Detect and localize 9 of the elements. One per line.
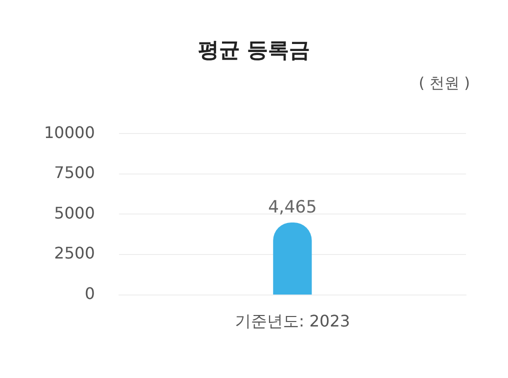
- data-label: 4,465: [268, 198, 317, 218]
- y-tick-label: 0: [84, 284, 95, 303]
- y-tick-label: 10000: [44, 122, 95, 142]
- chart-title: 평균 등록금: [196, 37, 312, 64]
- y-tick-label: 2500: [54, 244, 95, 263]
- y-axis-title: ( 천원 ): [418, 74, 470, 93]
- y-tick-label: 7500: [54, 163, 95, 182]
- x-tick-label: 기준년도: 2023: [234, 312, 350, 331]
- y-tick-label: 5000: [54, 203, 95, 222]
